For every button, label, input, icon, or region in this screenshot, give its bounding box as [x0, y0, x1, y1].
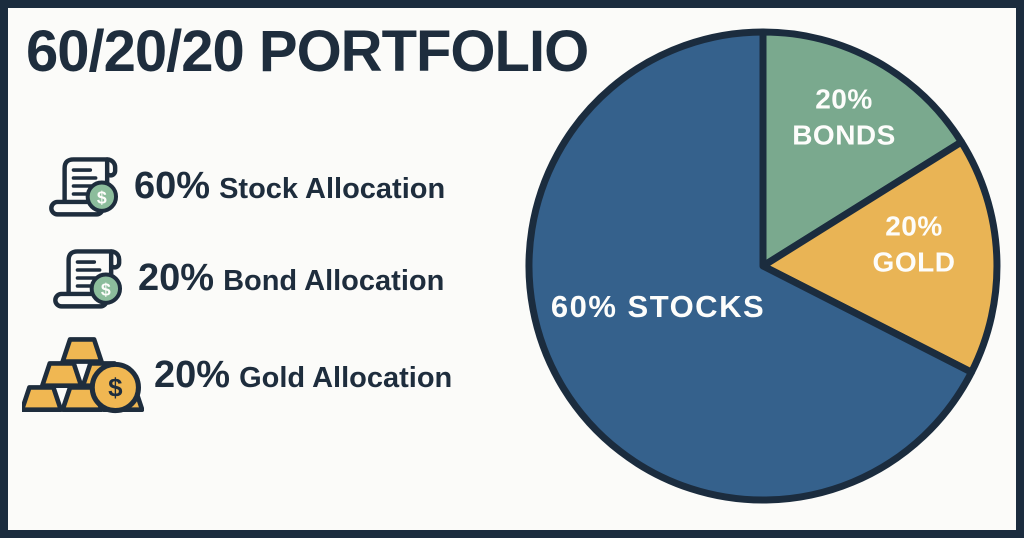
dollar-glyph: $: [97, 188, 107, 208]
legend-value-bonds: 20%: [138, 256, 215, 299]
dollar-glyph: $: [108, 374, 123, 402]
legend-value-gold: 20%: [154, 353, 231, 396]
gold-bars-icon: $: [22, 337, 144, 414]
dollar-coin-icon: [85, 180, 119, 213]
pie-slice-bonds: [759, 28, 965, 270]
legend-value-stocks: 60%: [134, 164, 211, 207]
pie-slice-gold: [759, 138, 1001, 376]
pie-label-gold: 20% GOLD: [872, 210, 956, 278]
legend-item-bonds: $ 20% Bond Allocation: [50, 242, 444, 314]
dollar-glyph: $: [101, 280, 111, 300]
scroll-dollar-icon: $: [53, 249, 123, 309]
legend-label-bonds: Bond Allocation: [223, 264, 445, 297]
pie-label-stocks: 60% STOCKS: [550, 288, 766, 324]
legend-label-stocks: Stock Allocation: [219, 172, 446, 205]
scroll-dollar-icon: $: [49, 157, 119, 217]
pie-slice-stocks: [525, 28, 975, 504]
legend-label-gold: Gold Allocation: [239, 361, 453, 394]
dollar-coin-icon: [89, 272, 123, 305]
legend-item-stocks: $ 60% Stock Allocation: [46, 150, 445, 222]
pie-label-bonds: 20% BONDS: [792, 83, 896, 151]
page-title: 60/20/20 PORTFOLIO: [26, 19, 589, 84]
legend-item-gold: $ 20% Gold Allocation: [22, 332, 452, 418]
dollar-coin-icon: [89, 361, 141, 414]
